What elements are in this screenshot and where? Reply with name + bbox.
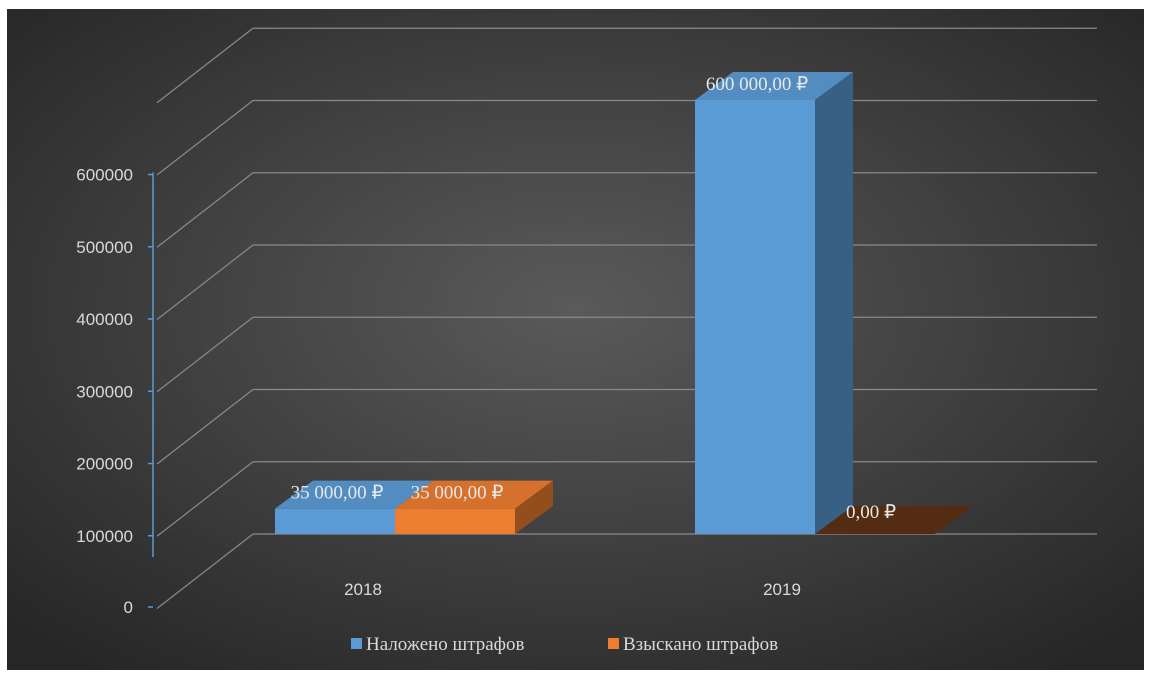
legend-label: Взыскано штрафов	[623, 634, 778, 655]
value-axis-tick-label: 0	[124, 598, 133, 617]
legend-item: Взыскано штрафов	[608, 634, 778, 655]
gridline	[156, 461, 1097, 537]
data-label: 35 000,00 ₽	[291, 483, 384, 504]
gridline	[156, 244, 1097, 320]
value-axis-tick-label: 300000	[76, 382, 133, 401]
gridline	[156, 388, 1097, 465]
data-label: 35 000,00 ₽	[411, 483, 504, 504]
category-axis: 2018 2019	[344, 580, 801, 599]
data-labels: 35 000,00 ₽ 35 000,00 ₽ 600 000,00 ₽ 0,00 ₽	[291, 74, 896, 523]
bar	[815, 506, 973, 534]
gridline	[156, 316, 1097, 393]
data-label: 600 000,00 ₽	[706, 74, 808, 95]
data-label: 0,00 ₽	[846, 502, 896, 523]
value-axis-tick-label: 400000	[76, 310, 133, 329]
legend-swatch	[608, 638, 619, 649]
gridline	[156, 27, 1097, 104]
bar	[695, 72, 853, 534]
value-axis-tick-label: 100000	[76, 527, 133, 546]
legend-swatch	[351, 638, 362, 649]
category-tick-label: 2018	[344, 580, 382, 599]
value-axis: 0 100000 200000 300000 400000 500000 600000	[76, 166, 154, 617]
value-axis-tick-label: 200000	[76, 455, 133, 474]
value-axis-tick-label: 600000	[76, 166, 133, 185]
legend: Наложено штрафов Взыскано штрафов	[351, 634, 778, 655]
legend-label: Наложено штрафов	[366, 634, 524, 655]
gridlines	[156, 27, 1097, 609]
value-axis-tick-label: 500000	[76, 238, 133, 257]
gridline	[156, 172, 1097, 248]
chart-background	[7, 9, 1144, 670]
bar	[395, 480, 553, 534]
gridline	[156, 99, 1097, 176]
category-tick-label: 2019	[763, 580, 801, 599]
bars	[275, 72, 973, 534]
legend-item: Наложено штрафов	[351, 634, 524, 655]
